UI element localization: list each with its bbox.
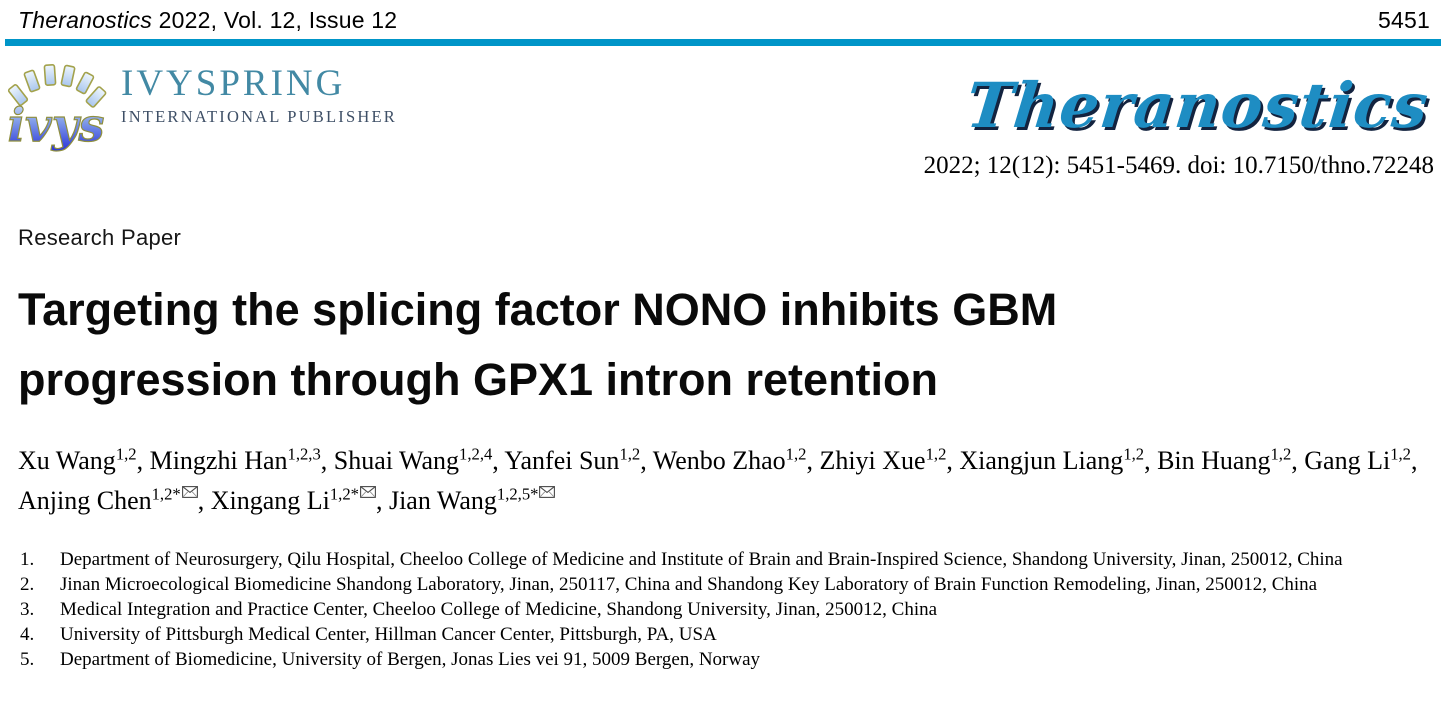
journal-issue-info: 2022, Vol. 12, Issue 12 bbox=[152, 7, 398, 33]
author-affiliation-superscript: 1,2 bbox=[785, 444, 807, 464]
header-rule bbox=[5, 39, 1441, 46]
author-affiliation-superscript: 1,2 bbox=[925, 444, 947, 464]
author: Gang Li1,2 bbox=[1304, 446, 1411, 475]
article-title-line-2: progression through GPX1 intron retentio… bbox=[18, 354, 939, 405]
author-name: Yanfei Sun bbox=[504, 446, 620, 475]
author-name: Xiangjun Liang bbox=[959, 446, 1124, 475]
affiliation-item: 2. Jinan Microecological Biomedicine Shan… bbox=[20, 572, 1430, 597]
article-title: Targeting the splicing factor NONO inhib… bbox=[18, 275, 1428, 415]
affiliation-number: 5. bbox=[20, 649, 35, 670]
author-affiliation-superscript: 1,2 bbox=[619, 444, 641, 464]
publisher-name: IVYSPRING bbox=[121, 63, 346, 104]
author-separator: , bbox=[136, 446, 150, 475]
author: Xu Wang1,2 bbox=[18, 446, 137, 475]
author-affiliation-superscript: 1,2* bbox=[329, 484, 359, 504]
author: Bin Huang1,2 bbox=[1157, 446, 1291, 475]
author-name: Xingang Li bbox=[210, 486, 330, 515]
ivyspring-ring-logo-icon: ivys bbox=[7, 64, 107, 153]
envelope-icon bbox=[539, 486, 556, 498]
affiliation-number: 2. bbox=[20, 574, 35, 595]
author-name: Gang Li bbox=[1304, 446, 1391, 475]
author: Anjing Chen1,2* bbox=[18, 486, 198, 515]
affiliation-text: Department of Biomedicine, University of… bbox=[60, 649, 761, 670]
author-affiliation-superscript: 1,2 bbox=[115, 444, 137, 464]
author-separator: , bbox=[320, 446, 334, 475]
author: Shuai Wang1,2,4 bbox=[334, 446, 493, 475]
author-name: Bin Huang bbox=[1157, 446, 1271, 475]
affiliation-text: University of Pittsburgh Medical Center,… bbox=[60, 624, 717, 645]
author-affiliation-superscript: 1,2,3 bbox=[287, 444, 321, 464]
author-list: Xu Wang1,2, Mingzhi Han1,2,3, Shuai Wang… bbox=[18, 441, 1432, 521]
author-separator: , bbox=[1144, 446, 1158, 475]
affiliation-text: Jinan Microecological Biomedicine Shando… bbox=[60, 574, 1318, 595]
affiliation-item: 1. Department of Neurosurgery, Qilu Hospi… bbox=[20, 547, 1430, 572]
author-name: Shuai Wang bbox=[333, 446, 460, 475]
affiliation-item: 3. Medical Integration and Practice Cente… bbox=[20, 597, 1430, 622]
author-separator: , bbox=[1291, 446, 1305, 475]
author-affiliation-superscript: 1,2,4 bbox=[459, 444, 493, 464]
author: Wenbo Zhao1,2 bbox=[653, 446, 807, 475]
affiliation-number: 3. bbox=[20, 599, 35, 620]
running-head-journal: Theranostics 2022, Vol. 12, Issue 12 bbox=[18, 7, 397, 34]
article-title-line-1: Targeting the splicing factor NONO inhib… bbox=[18, 284, 1058, 335]
affiliation-text: Department of Neurosurgery, Qilu Hospita… bbox=[60, 549, 1343, 570]
journal-logo-block: Theranostics 2022; 12(12): 5451-5469. do… bbox=[923, 69, 1434, 180]
page-number: 5451 bbox=[1378, 7, 1430, 33]
author: Xingang Li1,2* bbox=[211, 486, 376, 515]
theranostics-logo: Theranostics bbox=[962, 69, 1432, 142]
citation-line: 2022; 12(12): 5451-5469. doi: 10.7150/th… bbox=[923, 152, 1434, 179]
ring-logo-letters: ivys bbox=[8, 98, 105, 152]
author: Zhiyi Xue1,2 bbox=[819, 446, 946, 475]
author-affiliation-superscript: 1,2* bbox=[151, 484, 181, 504]
author-name: Xu Wang bbox=[18, 446, 116, 475]
affiliation-text: Medical Integration and Practice Center,… bbox=[60, 599, 938, 620]
running-head: Theranostics 2022, Vol. 12, Issue 12 545… bbox=[0, 0, 1446, 34]
publisher-subtitle: INTERNATIONAL PUBLISHER bbox=[121, 107, 397, 126]
affiliation-number: 1. bbox=[20, 549, 35, 570]
affiliation-number: 4. bbox=[20, 624, 35, 645]
author-separator: , bbox=[640, 446, 653, 475]
envelope-icon bbox=[181, 486, 198, 498]
author-affiliation-superscript: 1,2 bbox=[1270, 444, 1292, 464]
author-separator: , bbox=[375, 486, 389, 515]
author-affiliation-superscript: 1,2,5* bbox=[496, 484, 539, 504]
author-affiliation-superscript: 1,2 bbox=[1390, 444, 1411, 464]
author-name: Wenbo Zhao bbox=[652, 446, 786, 475]
affiliation-list: 1. Department of Neurosurgery, Qilu Hospi… bbox=[20, 547, 1430, 672]
author-affiliation-superscript: 1,2 bbox=[1123, 444, 1145, 464]
article-type-label: Research Paper bbox=[18, 225, 182, 250]
author-separator: , bbox=[946, 446, 960, 475]
author: Jian Wang1,2,5* bbox=[388, 484, 556, 515]
author-separator: , bbox=[492, 446, 505, 475]
author-separator: , bbox=[197, 486, 211, 515]
author-separator: , bbox=[1410, 446, 1418, 475]
author: Mingzhi Han1,2,3 bbox=[150, 446, 321, 475]
affiliation-item: 5. Department of Biomedicine, University … bbox=[20, 647, 1430, 672]
author: Xiangjun Liang1,2 bbox=[959, 446, 1144, 475]
publisher-text-block: IVYSPRING INTERNATIONAL PUBLISHER bbox=[121, 59, 397, 127]
masthead: ivys IVYSPRING INTERNATIONAL PUBLISHER T… bbox=[0, 46, 1446, 221]
author-name: Anjing Chen bbox=[18, 486, 152, 515]
author-name: Mingzhi Han bbox=[149, 446, 288, 475]
affiliation-item: 4. University of Pittsburgh Medical Cente… bbox=[20, 622, 1430, 647]
author-name: Jian Wang bbox=[388, 486, 497, 515]
journal-name: Theranostics bbox=[18, 7, 153, 33]
envelope-icon bbox=[360, 486, 376, 498]
author-name: Zhiyi Xue bbox=[819, 446, 926, 475]
author: Yanfei Sun1,2 bbox=[504, 446, 640, 475]
author-separator: , bbox=[806, 446, 820, 475]
publisher-logo-block: ivys IVYSPRING INTERNATIONAL PUBLISHER bbox=[5, 59, 397, 157]
